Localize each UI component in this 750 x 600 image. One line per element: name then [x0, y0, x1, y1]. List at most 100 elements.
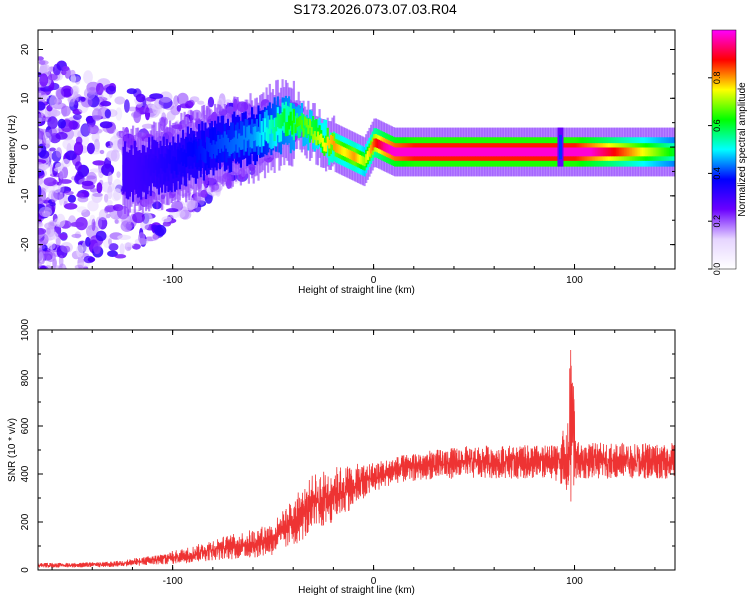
heatmap-blob: [113, 128, 119, 140]
heatmap-cell: [146, 160, 149, 189]
heatmap-cell: [313, 120, 316, 138]
heatmap-cell: [398, 147, 402, 157]
heatmap-cell: [493, 147, 496, 157]
heatmap-cell: [318, 125, 321, 143]
heatmap-cell: [411, 147, 414, 157]
heatmap-cell: [243, 125, 246, 140]
heatmap-blob: [41, 94, 50, 100]
heatmap-cell: [435, 147, 439, 157]
heatmap-blob: [38, 127, 45, 140]
heatmap-cell: [271, 119, 275, 134]
heatmap-blob: [57, 118, 66, 129]
heatmap-blob: [187, 99, 195, 107]
heatmap-cell: [439, 147, 442, 157]
heatmap-cell: [567, 147, 570, 157]
heatmap-blob: [86, 224, 99, 239]
heatmap-cell: [127, 162, 130, 176]
heatmap-cell: [336, 144, 339, 153]
heatmap-cell: [451, 147, 455, 157]
heatmap-cell: [434, 147, 437, 157]
heatmap-cell: [384, 143, 387, 152]
heatmap-blob: [76, 192, 85, 198]
heatmap-cell: [472, 147, 475, 157]
heatmap-cell: [173, 142, 176, 171]
heatmap-blob: [55, 132, 68, 140]
heatmap-cell: [307, 125, 310, 134]
heatmap-cell: [347, 149, 350, 159]
heatmap-cell: [535, 147, 538, 157]
heatmap-cell: [302, 128, 305, 138]
heatmap-cell: [167, 149, 170, 164]
heatmap-blob: [44, 250, 53, 261]
heatmap-cell: [281, 112, 284, 127]
heatmap-cell: [410, 147, 413, 157]
heatmap-cell: [157, 159, 160, 174]
heatmap-cell: [537, 147, 540, 157]
heatmap-cell: [415, 147, 418, 157]
heatmap-cell: [378, 139, 381, 149]
y-tick-label: 200: [20, 513, 31, 530]
heatmap-blob: [70, 86, 79, 97]
colorbar-tick-label: 0.0: [712, 263, 722, 276]
heatmap-cell: [583, 147, 586, 157]
heatmap-cell: [193, 140, 196, 155]
heatmap-cell: [185, 153, 188, 168]
heatmap-cell: [186, 142, 189, 157]
x-tick-label: -100: [163, 576, 183, 587]
heatmap-cell: [189, 142, 193, 157]
heatmap-cell: [497, 147, 500, 157]
heatmap-cell: [569, 147, 572, 157]
heatmap-cell: [590, 147, 593, 157]
heatmap-cell: [146, 158, 149, 173]
heatmap-blob: [49, 147, 56, 152]
heatmap-cell: [578, 147, 582, 157]
heatmap-cell: [259, 132, 262, 147]
heatmap-cell: [370, 144, 373, 154]
heatmap-cell: [341, 146, 344, 156]
heatmap-blob: [95, 230, 107, 242]
heatmap-cell: [138, 160, 141, 189]
heatmap-cell: [442, 147, 445, 157]
heatmap-cell: [263, 118, 267, 133]
heatmap-cell: [418, 147, 421, 157]
heatmap-blob: [50, 231, 59, 240]
heatmap-cell: [201, 146, 204, 161]
heatmap-blob: [38, 60, 46, 65]
heatmap-blob: [68, 95, 76, 107]
heatmap-cell: [625, 147, 628, 157]
heatmap-cell: [185, 136, 188, 165]
heatmap-blob: [83, 70, 93, 84]
y-tick-label: 0: [20, 567, 31, 573]
heatmap-cell: [148, 154, 151, 169]
heatmap-cell: [495, 147, 498, 157]
heatmap-cell: [593, 147, 596, 157]
heatmap-cell: [141, 165, 144, 180]
heatmap-cell: [464, 147, 467, 157]
heatmap-blob: [95, 216, 103, 230]
heatmap-blob: [39, 265, 48, 269]
heatmap-blob: [76, 206, 87, 213]
heatmap-cell: [313, 131, 316, 140]
heatmap-cell: [648, 147, 651, 157]
heatmap-blob: [105, 85, 116, 95]
heatmap-blob: [32, 276, 45, 283]
heatmap-cell: [178, 150, 181, 165]
heatmap-blob: [112, 178, 122, 193]
y-tick-label: 600: [20, 417, 31, 434]
heatmap-cell: [601, 147, 604, 157]
heatmap-blob: [38, 222, 44, 228]
heatmap-blob: [179, 209, 192, 220]
heatmap-cell: [125, 158, 128, 173]
heatmap-cell: [614, 147, 617, 157]
heatmap-cell: [488, 147, 492, 157]
heatmap-blob: [75, 161, 82, 171]
heatmap-cell: [599, 147, 602, 157]
heatmap-cell: [603, 147, 606, 157]
heatmap-cell: [500, 147, 503, 157]
heatmap-blob: [72, 129, 82, 138]
heatmap-cell: [217, 135, 220, 149]
heatmap-blob: [115, 107, 123, 121]
heatmap-cell: [291, 120, 294, 135]
heatmap-blob: [186, 199, 199, 210]
heatmap-cell: [463, 147, 466, 157]
